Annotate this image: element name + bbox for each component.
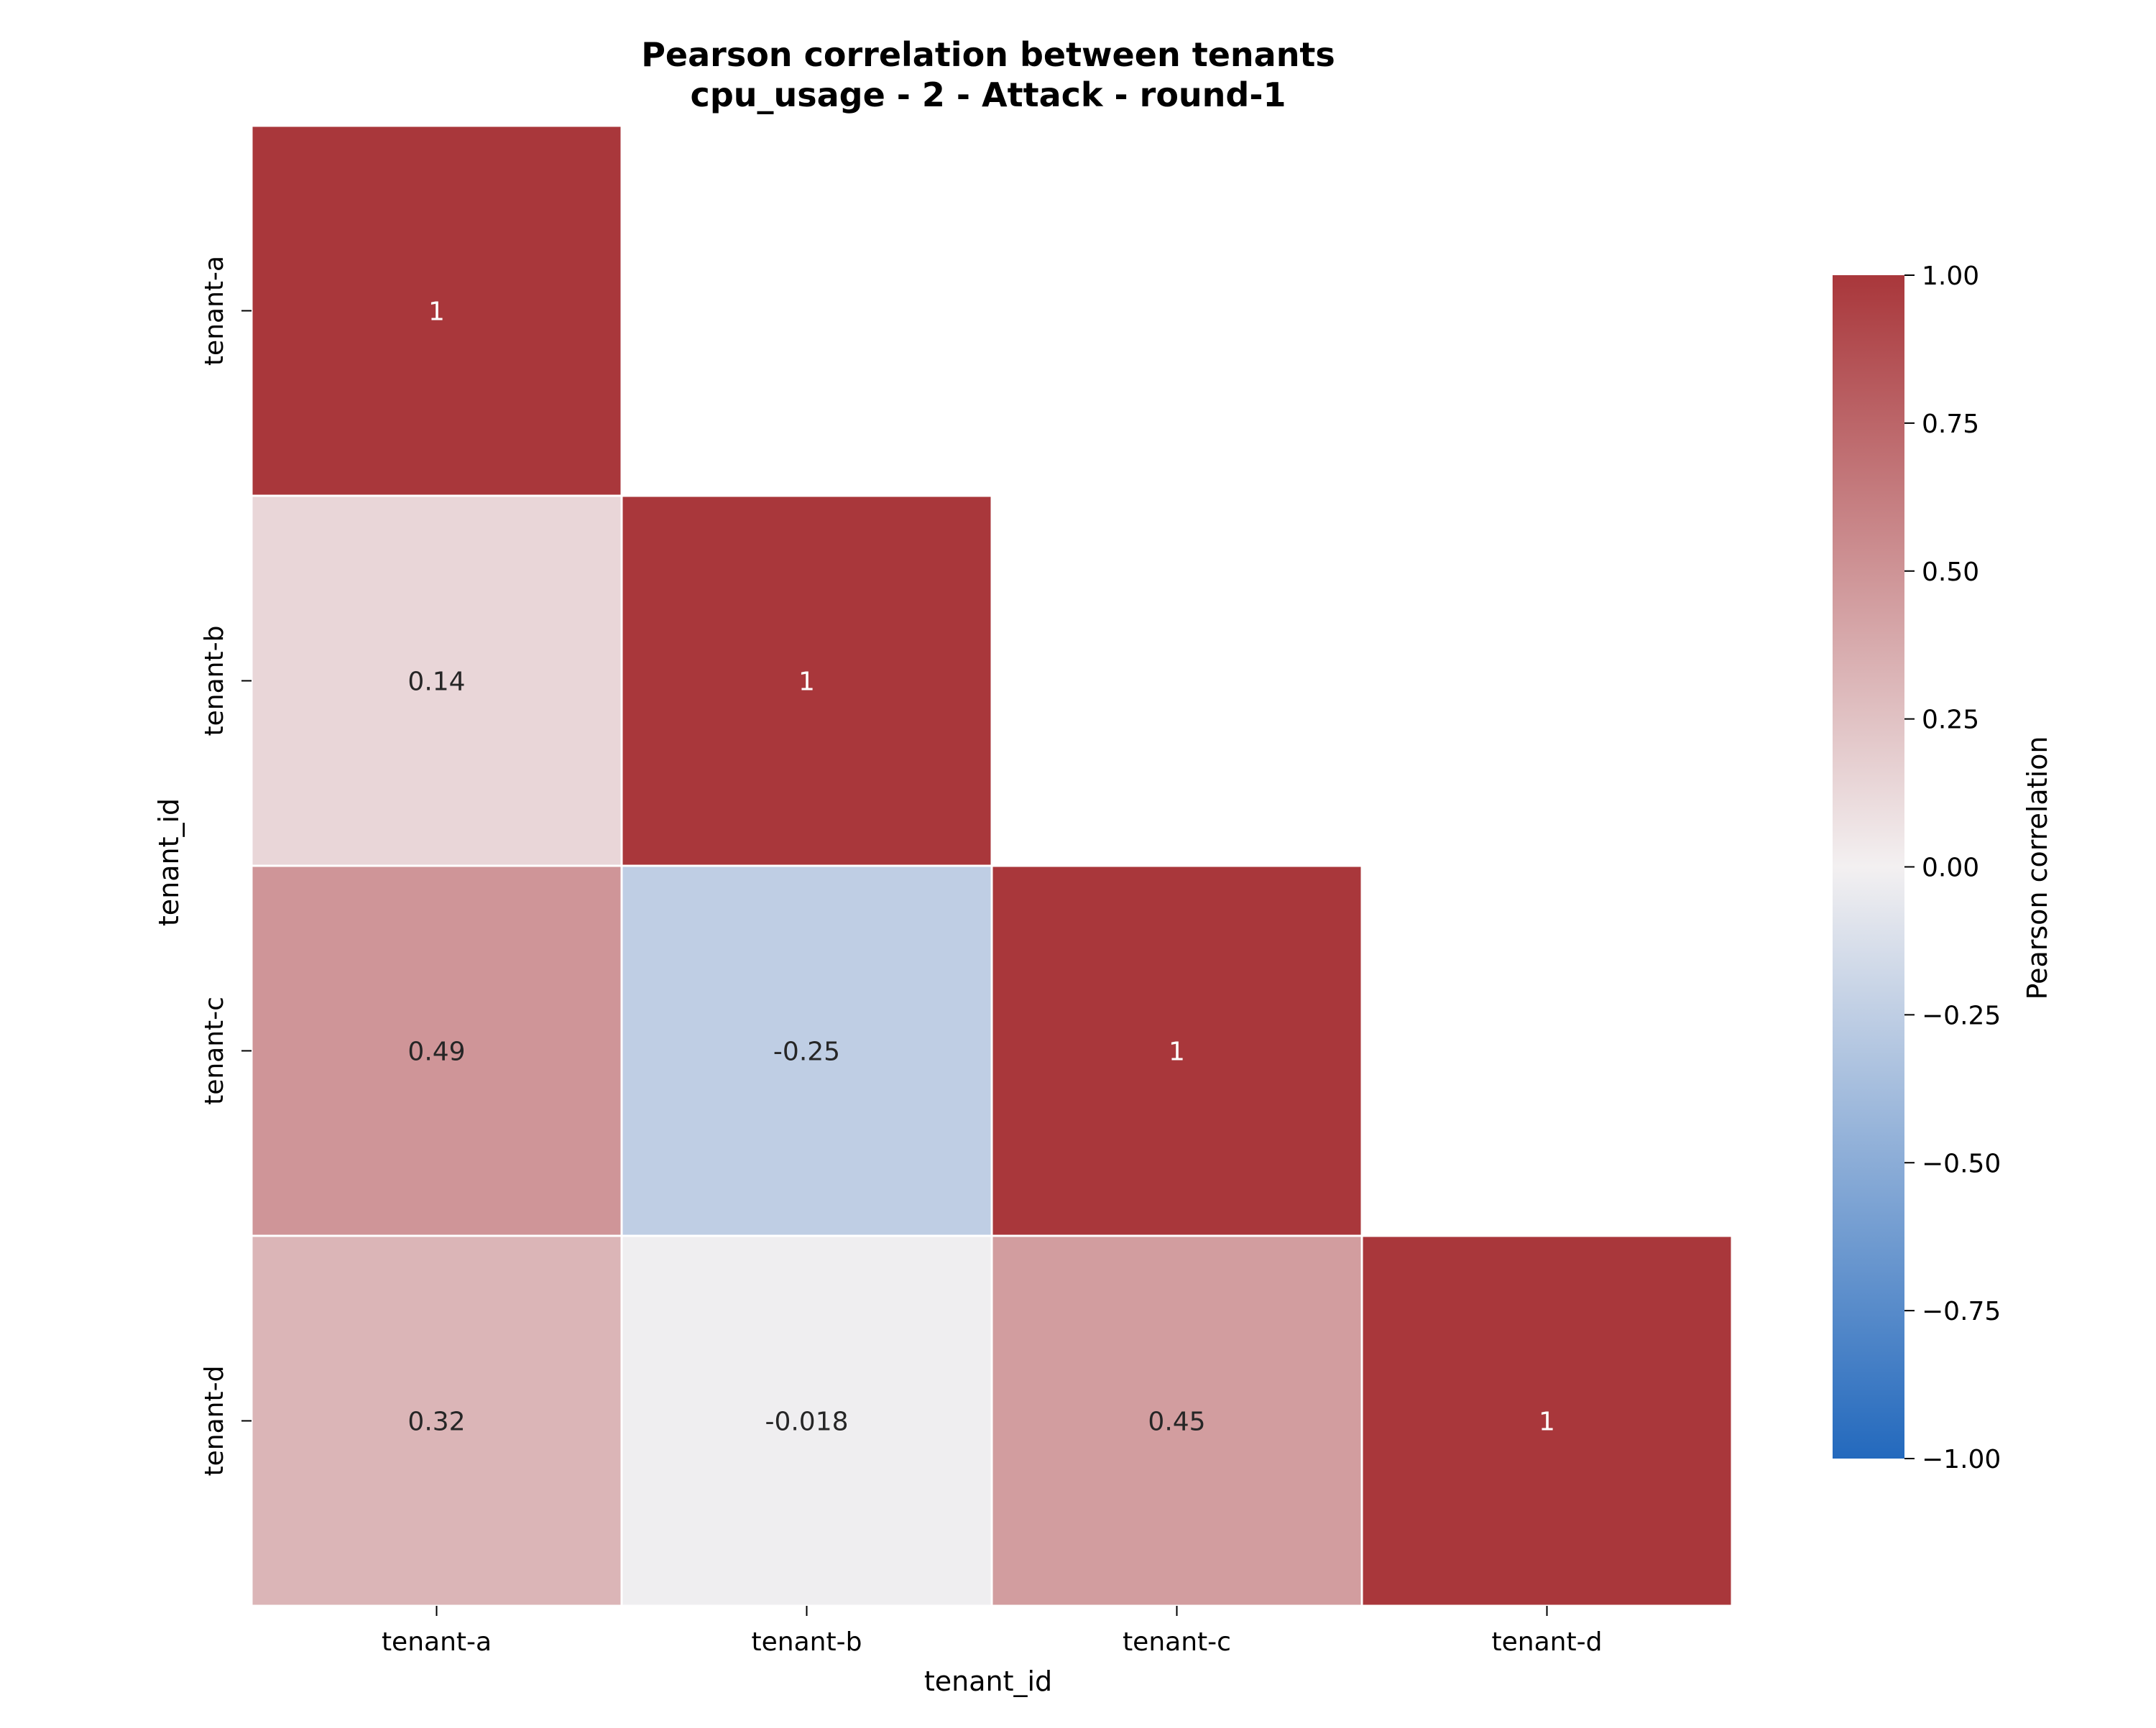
cell-rect: [250, 1234, 623, 1607]
heatmap-cell-tenant-c-tenant-a: 0.49: [250, 864, 623, 1237]
colorbar-tick-label: −0.50: [1922, 1149, 2001, 1178]
cell-value-label: 0.45: [1148, 1408, 1205, 1437]
cell-value-label: 1: [1539, 1408, 1555, 1437]
cell-value-label: 1: [1169, 1038, 1185, 1067]
x-axis-label: tenant_id: [924, 1665, 1052, 1697]
colorbar-tick-label: 1.00: [1922, 262, 1979, 291]
cell-rect: [990, 864, 1363, 1237]
y-tick-label: tenant-d: [200, 1366, 229, 1477]
cell-rect: [250, 864, 623, 1237]
colorbar-tick-label: −1.00: [1922, 1445, 2001, 1474]
x-tick-label: tenant-b: [752, 1627, 862, 1657]
chart-title: Pearson correlation between tenants: [641, 35, 1335, 74]
cell-value-label: 0.32: [407, 1408, 465, 1437]
heatmap-cell-tenant-d-tenant-c: 0.45: [990, 1234, 1363, 1607]
cell-value-label: -0.25: [773, 1038, 840, 1067]
heatmap-cell-tenant-d-tenant-a: 0.32: [250, 1234, 623, 1607]
y-tick-label: tenant-c: [200, 997, 229, 1105]
heatmap-cell-tenant-c-tenant-c: 1: [990, 864, 1363, 1237]
colorbar-gradient: [1833, 275, 1904, 1459]
y-axis-ticks: tenant-a tenant-b tenant-c tenant-d: [200, 256, 252, 1477]
heatmap-cell-tenant-c-tenant-b: -0.25: [620, 864, 993, 1237]
cell-value-label: 1: [428, 297, 445, 327]
colorbar-label: Pearson correlation: [2022, 736, 2053, 1000]
colorbar-tick-label: 0.50: [1922, 558, 1979, 587]
x-tick-label: tenant-d: [1492, 1627, 1603, 1657]
colorbar-tick-label: −0.75: [1922, 1297, 2001, 1326]
x-tick-label: tenant-a: [382, 1627, 492, 1657]
cell-rect: [1360, 1234, 1733, 1607]
colorbar-tick-label: 0.00: [1922, 854, 1979, 883]
heatmap-cell-tenant-d-tenant-d: 1: [1360, 1234, 1733, 1607]
colorbar-tick-label: −0.25: [1922, 1001, 2001, 1030]
cell-rect: [250, 494, 623, 867]
heatmap-cell-tenant-a-tenant-a: 1: [250, 124, 623, 497]
heatmap-cell-tenant-b-tenant-a: 0.14: [250, 494, 623, 867]
cell-value-label: 0.49: [407, 1038, 465, 1067]
cell-rect: [620, 864, 993, 1237]
y-tick-label: tenant-a: [200, 256, 229, 366]
y-axis-label: tenant_id: [153, 798, 185, 926]
heatmap-cell-tenant-b-tenant-b: 1: [620, 494, 993, 867]
cell-rect: [250, 124, 623, 497]
cell-value-label: 1: [798, 667, 815, 697]
colorbar: 1.00 0.75 0.50 0.25 0.00 −0.25 −0.50 −0.75 −1.00: [1833, 262, 2001, 1474]
chart-subtitle: cpu_usage - 2 - Attack - round-1: [691, 75, 1286, 114]
colorbar-tick-label: 0.75: [1922, 410, 1979, 439]
heatmap-cell-tenant-d-tenant-b: -0.018: [620, 1234, 993, 1607]
y-tick-label: tenant-b: [200, 626, 229, 736]
cell-value-label: 0.14: [407, 667, 465, 697]
x-tick-label: tenant-c: [1123, 1627, 1231, 1657]
heatmap-cells: 1 0.14 1 0.49 -0.25 1 0.32 -0.018 0.45 1: [250, 124, 1733, 1607]
x-axis-ticks: tenant-a tenant-b tenant-c tenant-d: [382, 1606, 1603, 1657]
cell-rect: [620, 494, 993, 867]
cell-rect: [620, 1234, 993, 1607]
cell-value-label: -0.018: [765, 1408, 848, 1437]
colorbar-tick-label: 0.25: [1922, 706, 1979, 735]
